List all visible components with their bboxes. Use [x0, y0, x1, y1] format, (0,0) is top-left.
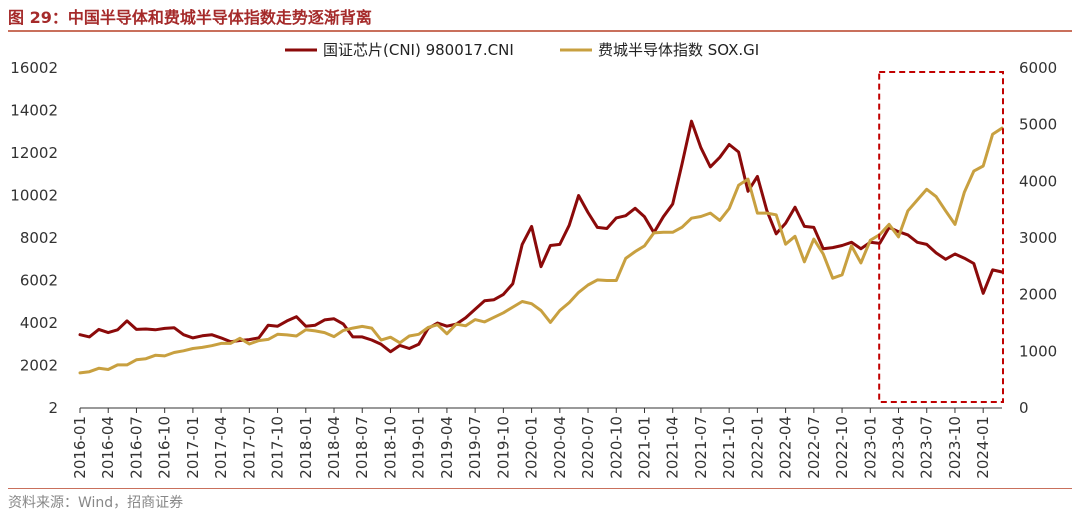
x-tick-label: 2023-04 — [890, 416, 908, 479]
x-tick-label: 2019-01 — [410, 416, 428, 479]
highlight-dashed-box — [878, 71, 1004, 403]
x-tick-label: 2022-01 — [748, 416, 766, 479]
x-tick-label: 2016-07 — [127, 416, 145, 479]
x-tick-label: 2020-10 — [607, 416, 625, 479]
right-tick-label: 3000 — [1019, 229, 1057, 247]
x-tick-label: 2021-07 — [692, 416, 710, 479]
legend: 国证芯片(CNI) 980017.CNI 费城半导体指数 SOX.GI — [285, 41, 759, 59]
x-tick-label: 2020-04 — [551, 416, 569, 479]
x-tick-label: 2023-07 — [918, 416, 936, 479]
x-tick-label: 2016-04 — [99, 416, 117, 479]
x-tick-label: 2019-10 — [494, 416, 512, 479]
right-tick-label: 4000 — [1019, 172, 1057, 190]
x-tick-label: 2022-10 — [833, 416, 851, 479]
series-line-1 — [78, 119, 1004, 354]
figure-title: 图 29：中国半导体和费城半导体指数走势逐渐背离 — [8, 8, 372, 27]
x-tick-label: 2018-01 — [297, 416, 315, 479]
legend-label-1: 国证芯片(CNI) 980017.CNI — [323, 41, 514, 59]
x-tick-label: 2018-07 — [353, 416, 371, 479]
x-tick-label: 2017-07 — [240, 416, 258, 479]
x-tick-label: 2024-01 — [974, 416, 992, 479]
x-axis: 2016-01 2016-04 2016-07 2016-10 2017-01 2017-… — [71, 407, 1002, 479]
left-tick-label: 4002 — [20, 314, 58, 332]
series-lines — [78, 119, 1004, 375]
series-line-2 — [78, 126, 1004, 375]
left-tick-label: 2 — [48, 399, 58, 417]
right-tick-label: 0 — [1019, 399, 1029, 417]
x-tick-label: 2021-01 — [635, 416, 653, 479]
left-tick-label: 6002 — [20, 272, 58, 290]
x-tick-label: 2017-04 — [212, 416, 230, 479]
left-tick-label: 8002 — [20, 229, 58, 247]
x-tick-label: 2022-04 — [777, 416, 795, 479]
x-tick-label: 2019-07 — [466, 416, 484, 479]
x-tick-label: 2016-01 — [71, 416, 89, 479]
left-y-axis: 2 2002 4002 6002 8002 10002 12002 14002 16002 — [10, 59, 58, 417]
x-tick-label: 2018-10 — [381, 416, 399, 479]
x-tick-label: 2017-01 — [184, 416, 202, 479]
x-tick-label: 2019-04 — [438, 416, 456, 479]
right-tick-label: 5000 — [1019, 116, 1057, 134]
right-y-axis: 0 1000 2000 3000 4000 5000 6000 — [1019, 59, 1057, 417]
left-tick-label: 12002 — [10, 144, 58, 162]
source-note: 资料来源：Wind，招商证券 — [8, 495, 184, 511]
left-tick-label: 16002 — [10, 59, 58, 77]
source-divider — [8, 488, 1072, 489]
right-tick-label: 1000 — [1019, 342, 1057, 360]
x-tick-label: 2018-04 — [325, 416, 343, 479]
highlight-box — [878, 71, 1004, 403]
title-divider — [8, 30, 1072, 32]
right-tick-label: 2000 — [1019, 286, 1057, 304]
x-tick-label: 2023-01 — [861, 416, 879, 479]
left-tick-label: 14002 — [10, 102, 58, 120]
left-tick-label: 2002 — [20, 357, 58, 375]
x-tick-label: 2022-07 — [805, 416, 823, 479]
x-tick-label: 2017-10 — [269, 416, 287, 479]
x-tick-label: 2020-07 — [579, 416, 597, 479]
x-tick-label: 2023-10 — [946, 416, 964, 479]
legend-label-2: 费城半导体指数 SOX.GI — [598, 41, 759, 59]
x-tick-label: 2016-10 — [156, 416, 174, 479]
x-tick-label: 2021-04 — [664, 416, 682, 479]
x-tick-label: 2020-01 — [523, 416, 541, 479]
x-tick-label: 2021-10 — [720, 416, 738, 479]
left-tick-label: 10002 — [10, 187, 58, 205]
right-tick-label: 6000 — [1019, 59, 1057, 77]
